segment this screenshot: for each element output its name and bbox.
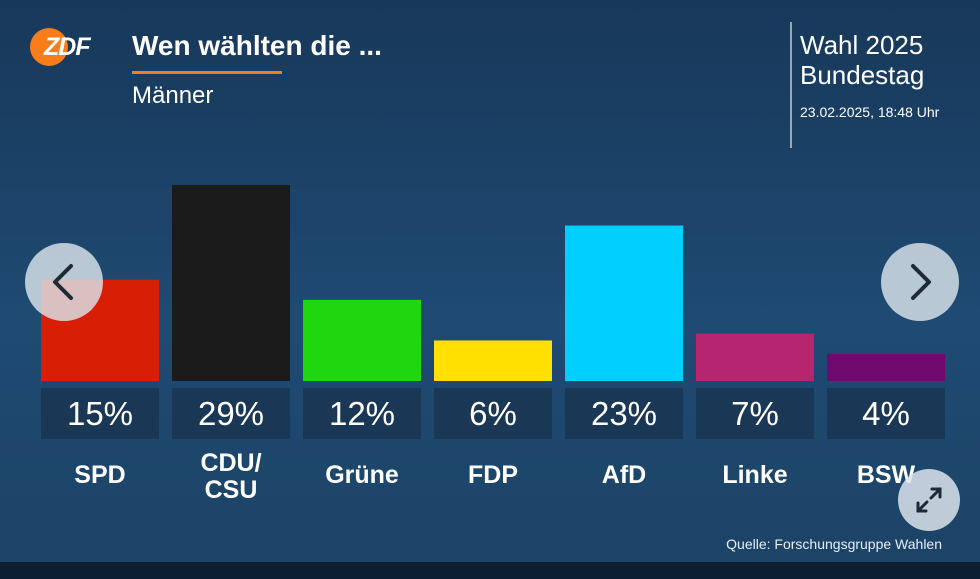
value-label: 6% bbox=[469, 395, 517, 432]
source-note: Quelle: Forschungsgruppe Wahlen bbox=[726, 536, 942, 552]
bar bbox=[827, 353, 945, 381]
logo-circle-icon bbox=[30, 28, 68, 66]
value-label: 12% bbox=[329, 395, 395, 432]
bottom-strip bbox=[0, 562, 980, 579]
bar bbox=[172, 185, 290, 381]
chevron-left-icon bbox=[53, 264, 73, 300]
bar bbox=[696, 333, 814, 381]
next-button[interactable] bbox=[881, 243, 959, 321]
election-name: Wahl 2025 Bundestag bbox=[800, 30, 925, 90]
logo-text: ZDF bbox=[44, 33, 91, 61]
value-label: 15% bbox=[67, 395, 133, 432]
value-label: 7% bbox=[731, 395, 779, 432]
chart-title: Wen wählten die ... bbox=[132, 30, 382, 61]
fullscreen-button[interactable] bbox=[898, 469, 960, 531]
value-label-box bbox=[565, 388, 683, 439]
value-label-box bbox=[696, 388, 814, 439]
value-label: 23% bbox=[591, 395, 657, 432]
bar bbox=[303, 299, 421, 381]
chart-subtitle: Männer bbox=[132, 82, 214, 109]
bar bbox=[565, 225, 683, 381]
bar bbox=[434, 340, 552, 381]
title-underline bbox=[132, 71, 282, 74]
value-label: 4% bbox=[862, 395, 910, 432]
chevron-right-icon bbox=[911, 264, 931, 300]
previous-button[interactable] bbox=[25, 243, 103, 321]
value-label-box bbox=[434, 388, 552, 439]
category-label: Grüne bbox=[325, 461, 399, 489]
category-label: CDU/CSU bbox=[200, 449, 261, 504]
header-divider bbox=[790, 22, 792, 148]
category-label: SPD bbox=[74, 461, 125, 489]
value-label-box bbox=[172, 388, 290, 439]
timestamp: 23.02.2025, 18:48 Uhr bbox=[800, 104, 940, 120]
category-label: FDP bbox=[468, 461, 518, 489]
value-label: 29% bbox=[198, 395, 264, 432]
expand-arrows-icon bbox=[916, 487, 942, 513]
category-label: AfD bbox=[602, 461, 646, 489]
value-label-box bbox=[827, 388, 945, 439]
value-label-box bbox=[41, 388, 159, 439]
category-label: Linke bbox=[722, 461, 787, 489]
zdf-logo: ZDF bbox=[30, 28, 100, 68]
value-label-box bbox=[303, 388, 421, 439]
